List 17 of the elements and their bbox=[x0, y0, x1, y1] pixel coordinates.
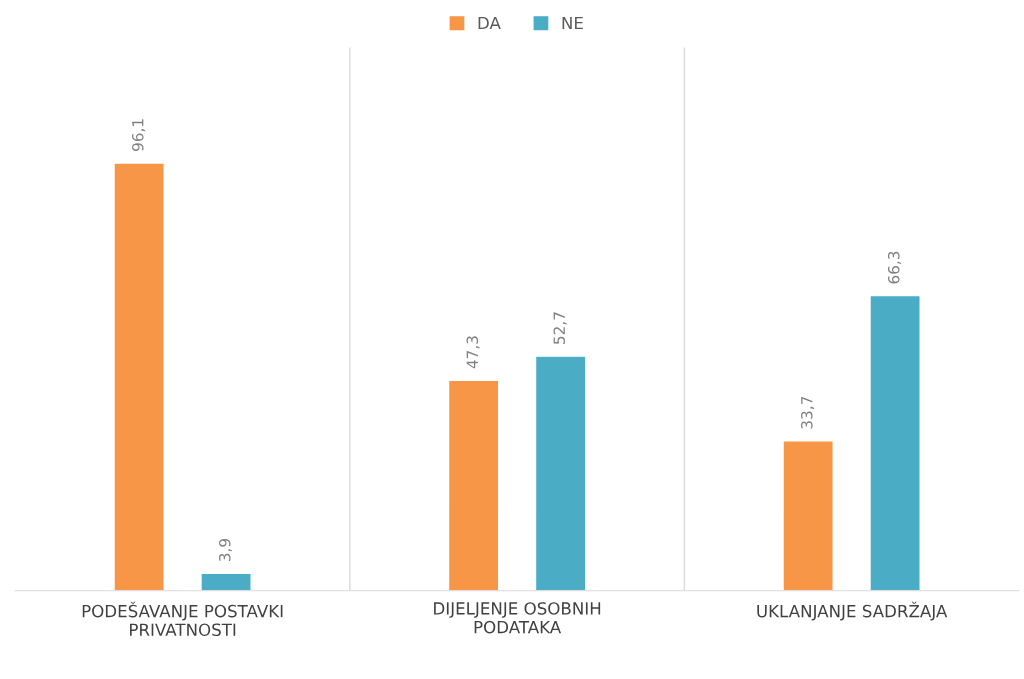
x-tick-label: PODEŠAVANJE POSTAVKI PRIVATNOSTI bbox=[82, 601, 283, 637]
x-tick-label: UKLANJANJE SADRŽAJA bbox=[757, 601, 948, 621]
bar bbox=[447, 379, 500, 591]
legend-label: DA bbox=[478, 16, 501, 30]
data-label: 96,1 bbox=[132, 119, 146, 151]
data-label: 33,7 bbox=[801, 396, 815, 429]
bar bbox=[200, 572, 252, 591]
data-label: 66,3 bbox=[887, 251, 902, 284]
data-label: 3,9 bbox=[218, 539, 233, 562]
x-tick-label: DIJELJENJE OSOBNIH PODATAKA bbox=[434, 602, 601, 634]
bar bbox=[534, 355, 587, 591]
legend-label: NE bbox=[562, 16, 583, 30]
bar bbox=[113, 162, 165, 591]
bar bbox=[869, 294, 921, 591]
bar bbox=[782, 440, 834, 591]
data-label: 47,3 bbox=[466, 336, 480, 369]
data-label: 52,7 bbox=[553, 312, 567, 344]
